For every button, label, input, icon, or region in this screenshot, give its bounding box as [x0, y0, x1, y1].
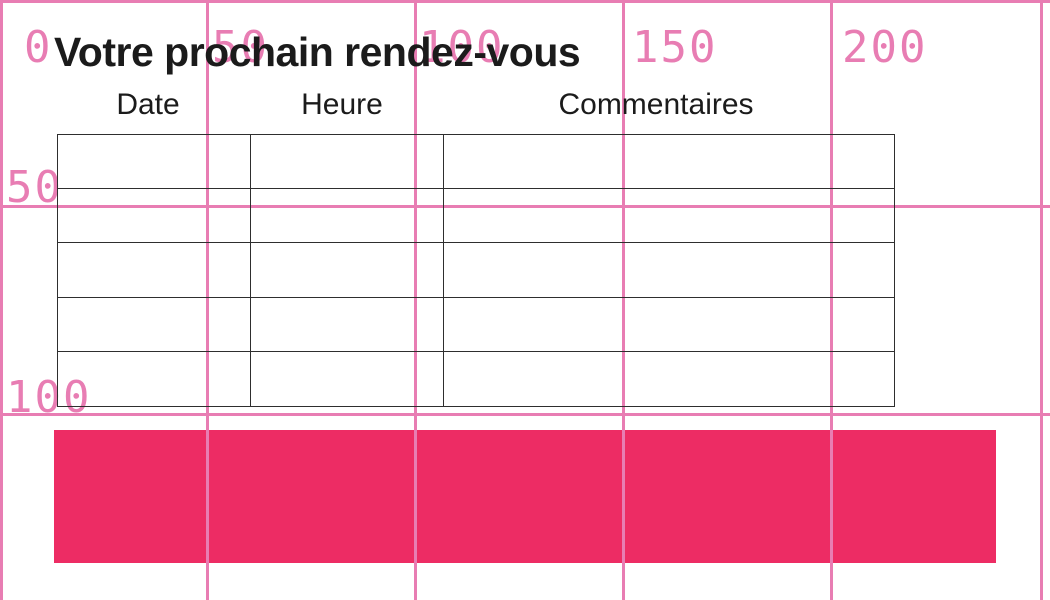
table-cell [250, 135, 444, 190]
table-cell [444, 189, 894, 244]
table-cell [444, 298, 894, 352]
highlight-bar [54, 430, 996, 563]
page-title: Votre prochain rendez-vous [54, 29, 581, 75]
table-cell [250, 189, 444, 244]
column-header-heure: Heure [301, 88, 383, 121]
table-cell [58, 135, 251, 190]
appointments-table [57, 134, 895, 407]
table-cell [444, 135, 894, 190]
table-cell [58, 351, 251, 406]
table-cell [58, 189, 251, 244]
column-header-commentaires: Commentaires [558, 88, 754, 121]
table-cell [58, 297, 251, 352]
table-cell [58, 243, 251, 298]
table-cell [444, 352, 894, 406]
table-cell [251, 351, 444, 406]
table-cell [250, 297, 444, 352]
table-cell [250, 243, 444, 298]
table-cell [444, 243, 894, 298]
column-header-date: Date [116, 88, 180, 121]
